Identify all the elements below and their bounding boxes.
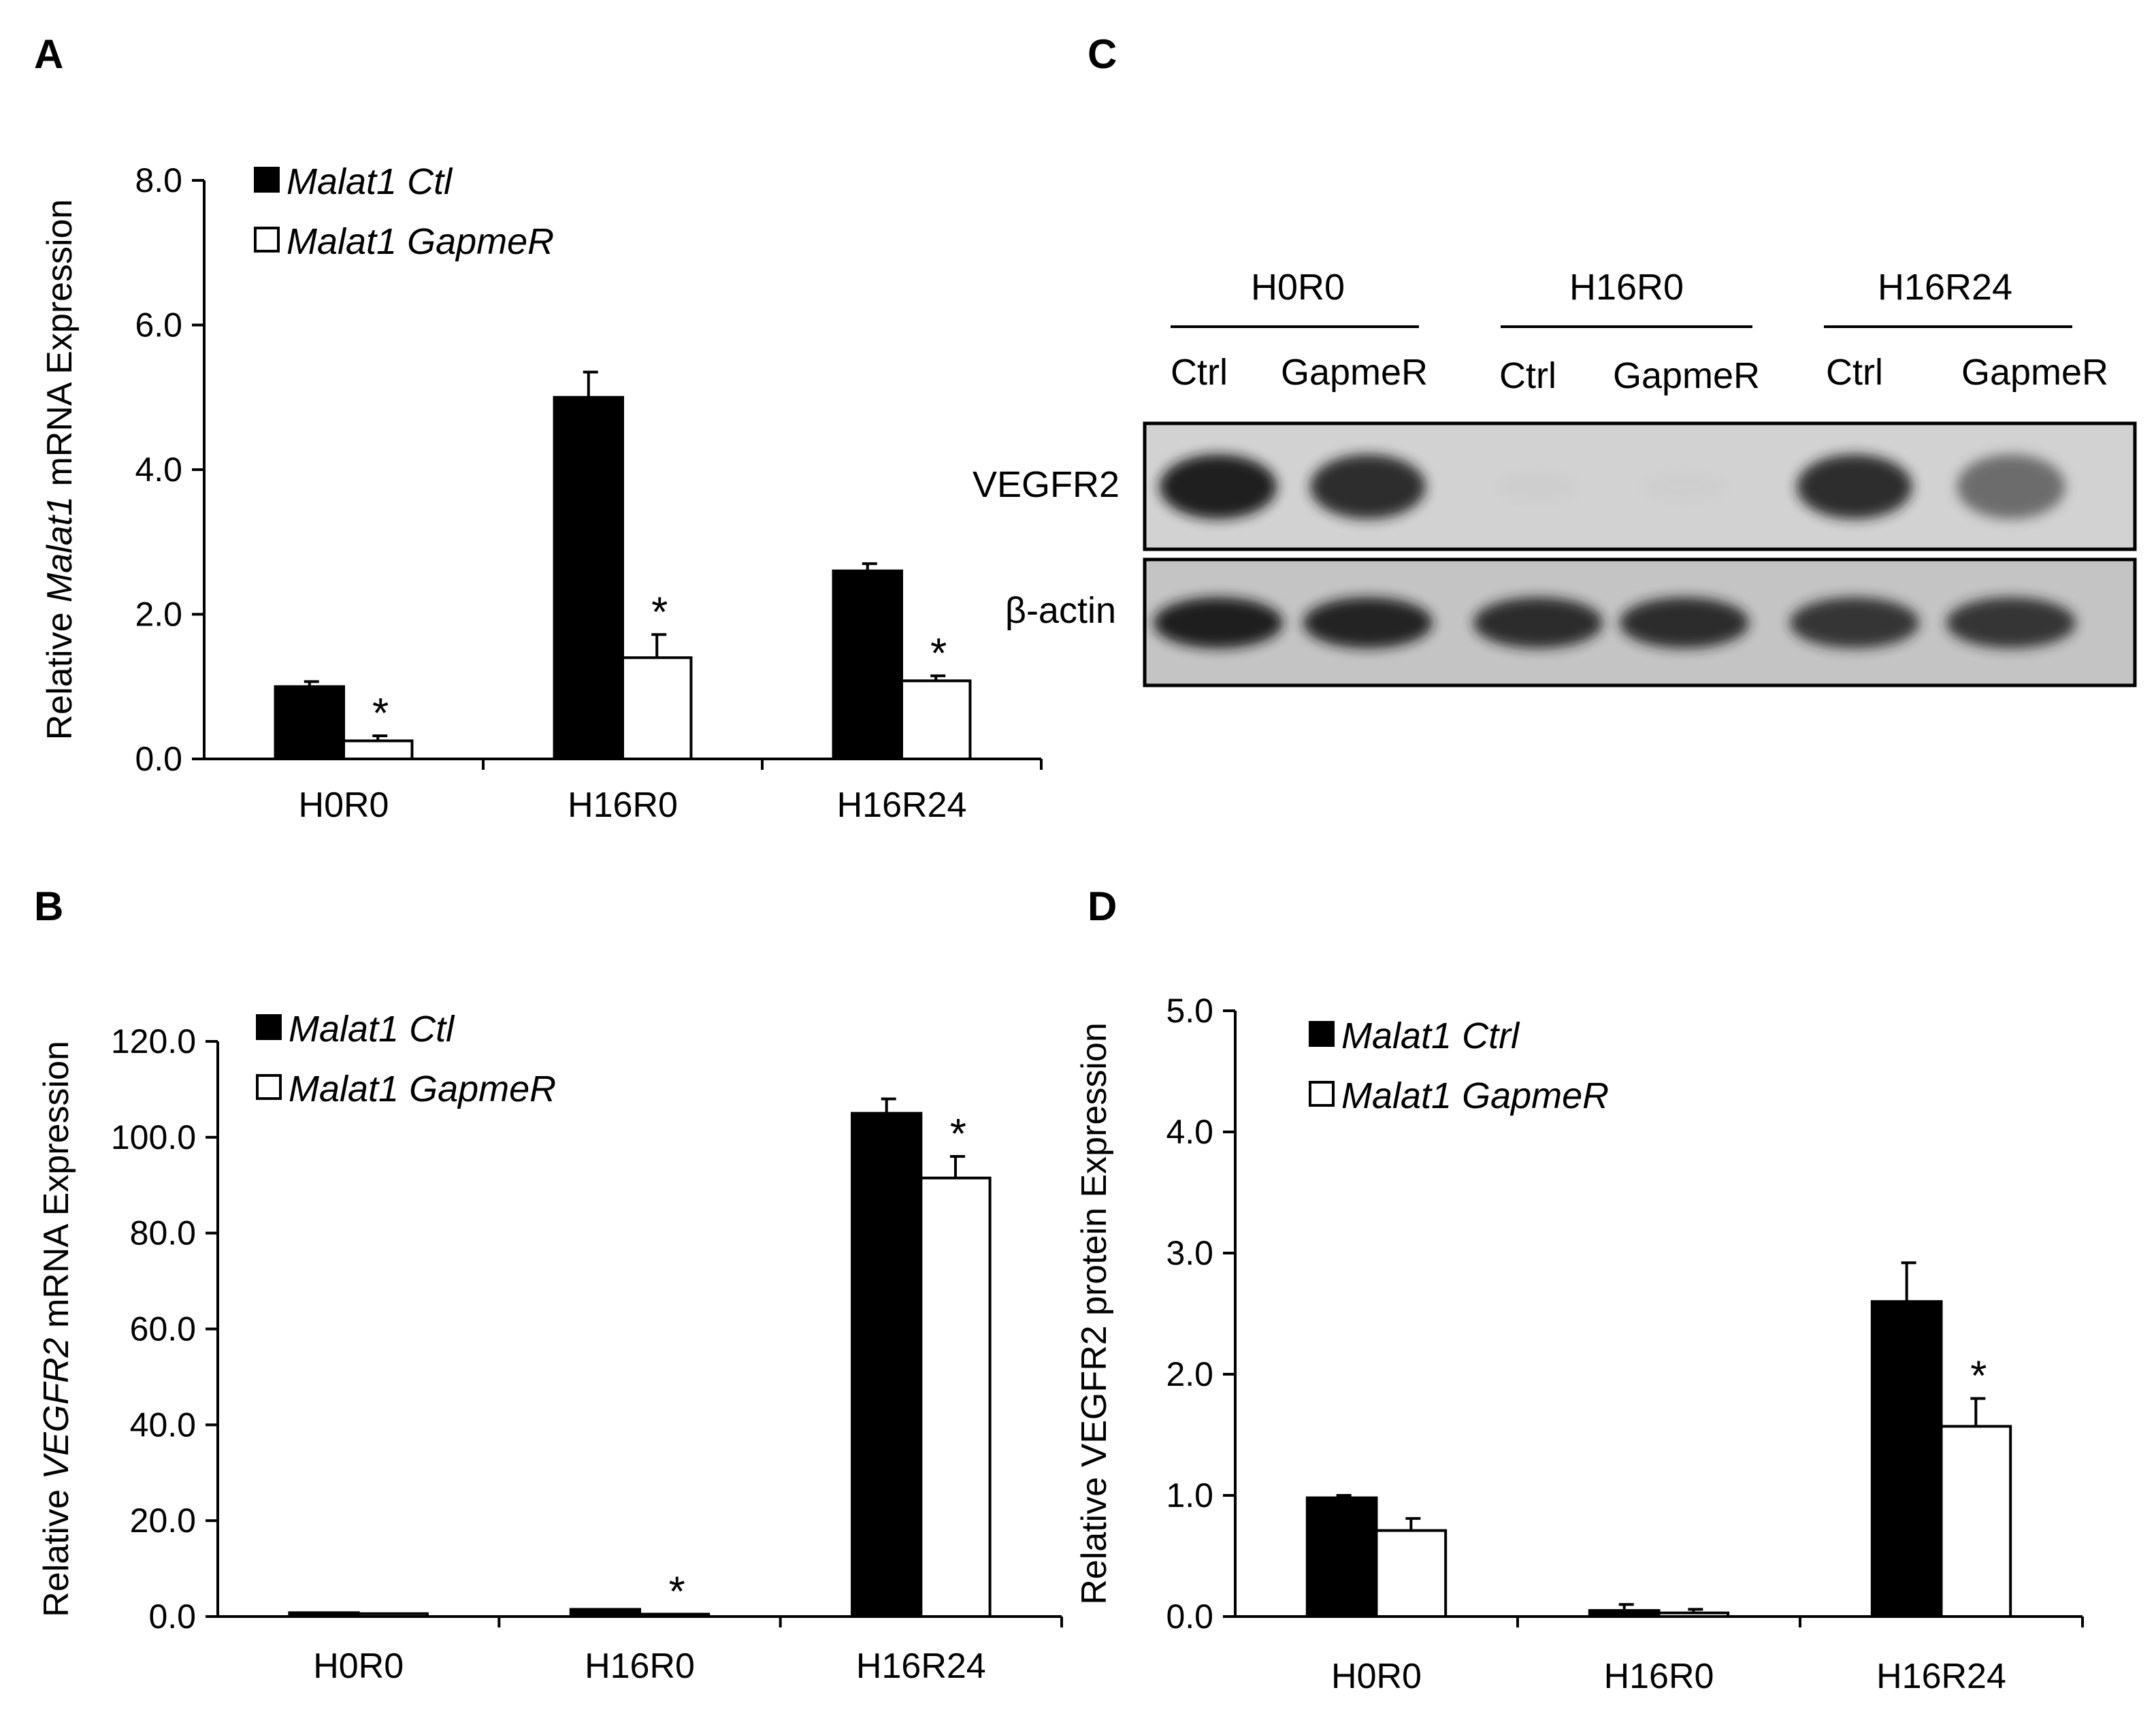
y-tick-label: 0.0 — [148, 1597, 196, 1636]
legend-swatch — [1309, 1021, 1335, 1047]
y-tick-label: 6.0 — [135, 306, 182, 344]
blot-band — [1159, 454, 1277, 519]
blot-row-label-beta-actin: β-actin — [1005, 590, 1116, 631]
legend-label: Malat1 Ctrl — [1341, 1016, 1520, 1056]
legend-swatch — [1309, 1081, 1335, 1107]
panel-letter-d: D — [1088, 883, 1117, 929]
significance-marker: * — [930, 630, 947, 677]
significance-marker: * — [651, 589, 668, 636]
y-tick-label: 20.0 — [130, 1502, 196, 1540]
category-label: H16R24 — [1876, 1657, 2006, 1696]
blot-band — [1641, 471, 1728, 502]
bar — [621, 656, 693, 760]
bar — [274, 685, 345, 760]
blot-lane-label: GapmeR — [1961, 352, 2108, 393]
legend-label: Malat1 GapmeR — [287, 221, 554, 262]
significance-marker: * — [1970, 1353, 1987, 1400]
blot-lane-label: Ctrl — [1499, 355, 1556, 396]
legend-swatch — [254, 227, 280, 253]
bar — [1305, 1496, 1378, 1619]
panel-letter-c: C — [1088, 31, 1117, 77]
category-label: H16R0 — [568, 785, 678, 825]
y-tick-label: 4.0 — [1166, 1113, 1213, 1151]
blot-row-label-vegfr2: VEGFR2 — [973, 464, 1120, 505]
panel-letter-a: A — [34, 31, 63, 77]
significance-marker: * — [950, 1111, 966, 1158]
y-tick-label: 40.0 — [130, 1406, 196, 1444]
blot-band — [1957, 454, 2065, 519]
blot-group-label: H0R0 — [1251, 267, 1345, 308]
bar — [288, 1611, 360, 1619]
blot-band — [1946, 597, 2076, 649]
blot-band — [1473, 597, 1603, 649]
y-tick-label: 8.0 — [135, 161, 182, 199]
bar — [638, 1612, 710, 1619]
y-tick-label: 1.0 — [1166, 1476, 1213, 1514]
bar — [1940, 1425, 2012, 1619]
blot-band — [1797, 454, 1912, 519]
significance-marker: * — [669, 1568, 685, 1615]
blot-band — [1154, 597, 1283, 649]
y-tick-label: 80.0 — [130, 1214, 196, 1252]
blot-lane-label: GapmeR — [1613, 355, 1760, 396]
legend-label: Malat1 GapmeR — [1341, 1075, 1609, 1116]
legend-label: Malat1 Ctl — [289, 1009, 455, 1050]
bar — [553, 395, 624, 760]
chart-b: 0.0 20.0 40.0 60.0 80.0 100.0 120.0 H0R0 H16R0 H1… — [37, 1009, 1063, 1686]
bar — [900, 679, 972, 760]
blot-band — [1303, 597, 1433, 649]
category-label: H0R0 — [313, 1646, 404, 1686]
blot-group-label: H16R0 — [1569, 267, 1684, 308]
blot-group-label: H16R24 — [1878, 267, 2012, 308]
bar — [919, 1176, 992, 1618]
category-label: H0R0 — [1331, 1657, 1422, 1696]
blot-band — [1494, 471, 1582, 502]
bar — [342, 739, 414, 760]
chart-a: 0.0 2.0 4.0 6.0 8.0 H0R0 H16R0 H16R24 * * * Malat1 … — [40, 161, 1043, 825]
y-tick-label: 0.0 — [135, 740, 182, 778]
y-tick-label: 0.0 — [1166, 1597, 1213, 1636]
bar — [832, 569, 904, 760]
y-tick-label: 120.0 — [111, 1022, 196, 1060]
blot-lane-label: GapmeR — [1281, 352, 1428, 393]
blot-band — [1620, 597, 1749, 649]
category-label: H16R0 — [1604, 1657, 1714, 1696]
legend-label: Malat1 GapmeR — [289, 1069, 556, 1109]
blot-lane-label: Ctrl — [1826, 352, 1883, 393]
legend-swatch — [256, 1074, 282, 1100]
category-label: H16R24 — [837, 785, 967, 825]
blot-band — [1310, 454, 1426, 519]
chart-d: 0.0 1.0 2.0 3.0 4.0 5.0 H0R0 H16R0 H16R24 * Malat1… — [1075, 992, 2084, 1696]
y-tick-label: 2.0 — [135, 596, 182, 634]
legend-label: Malat1 Ctl — [287, 161, 453, 202]
category-label: H16R0 — [585, 1646, 695, 1686]
y-tick-label: 100.0 — [111, 1118, 196, 1156]
bar — [1375, 1529, 1448, 1619]
category-label: H16R24 — [856, 1646, 986, 1686]
y-axis-label: Relative Malat1 mRNA Expression — [40, 199, 80, 741]
legend-swatch — [256, 1014, 282, 1040]
bar — [851, 1111, 923, 1618]
blot-band — [1790, 597, 1919, 649]
y-axis-label: Relative VEGFR2 mRNA Expression — [37, 1041, 76, 1617]
significance-marker: * — [372, 690, 389, 737]
bar — [569, 1608, 642, 1618]
bar — [357, 1612, 429, 1618]
y-tick-label: 4.0 — [135, 451, 182, 489]
bar — [1870, 1300, 1943, 1618]
y-tick-label: 60.0 — [130, 1310, 196, 1348]
bar — [1657, 1611, 1730, 1618]
legend-swatch — [254, 167, 280, 193]
y-tick-label: 5.0 — [1166, 992, 1213, 1030]
panel-letter-b: B — [34, 883, 63, 929]
bar — [1588, 1609, 1661, 1619]
y-tick-label: 2.0 — [1166, 1355, 1213, 1393]
y-axis-label: Relative VEGFR2 protein Expression — [1075, 1022, 1114, 1605]
western-blot: H0R0 H16R0 H16R24 Ctrl GapmeR Ctrl Gapme… — [973, 267, 2137, 687]
y-tick-label: 3.0 — [1166, 1234, 1213, 1272]
category-label: H0R0 — [299, 785, 389, 825]
blot-lane-label: Ctrl — [1171, 352, 1228, 393]
